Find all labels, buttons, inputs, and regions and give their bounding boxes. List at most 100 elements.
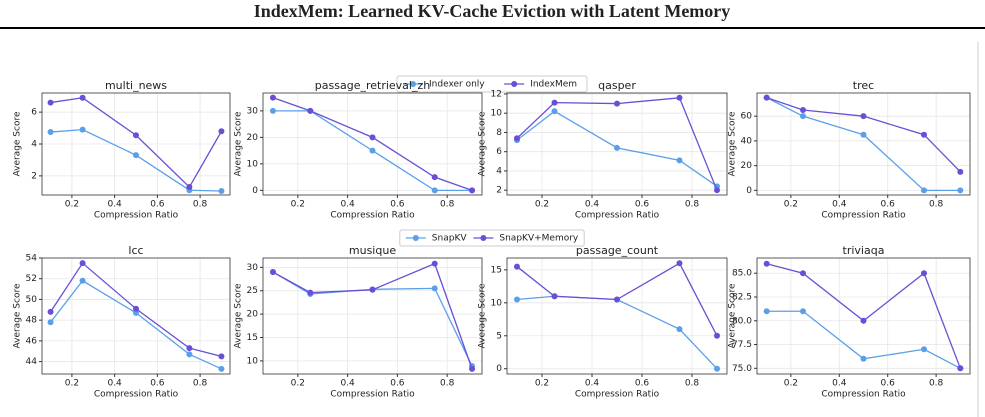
x-tick-label: 0.4 [107, 200, 122, 210]
y-tick-label: 25 [247, 286, 258, 296]
data-point [47, 99, 54, 106]
x-tick-label: 0.4 [585, 200, 600, 210]
data-point [551, 99, 558, 106]
plot-title: qasper [598, 79, 636, 92]
data-point [551, 108, 558, 115]
x-tick-label: 0.2 [291, 200, 305, 210]
plot-frame [506, 257, 728, 375]
data-point [614, 144, 620, 151]
data-point [957, 168, 964, 175]
data-point [133, 305, 139, 312]
y-tick-label: 46 [26, 336, 38, 346]
legend-label: Indexer only [429, 80, 485, 90]
x-tick-label: 0.4 [832, 379, 847, 389]
x-axis-label: Compression Ratio [94, 390, 179, 400]
x-tick-label: 0.8 [193, 200, 208, 210]
y-axis-label: Average Score [728, 283, 738, 348]
data-point [921, 131, 928, 138]
data-point [614, 296, 620, 303]
data-point [799, 308, 806, 315]
x-tick-label: 0.6 [635, 200, 650, 210]
y-axis-label: Average Score [13, 283, 23, 348]
x-axis-label: Compression Ratio [821, 211, 906, 221]
x-tick-label: 0.4 [340, 200, 355, 210]
x-tick-label: 0.8 [685, 200, 700, 210]
y-tick-label: 52 [26, 274, 37, 284]
y-tick-label: 4 [31, 140, 37, 150]
legend-box [396, 75, 588, 93]
plot-title: trec [853, 79, 874, 92]
x-tick-label: 0.6 [150, 200, 165, 210]
x-tick-label: 0.2 [65, 200, 79, 210]
y-tick-label: 44 [26, 357, 38, 367]
x-tick-label: 0.6 [881, 379, 896, 389]
data-point [860, 113, 867, 120]
plot-frame [262, 92, 483, 196]
data-point [186, 345, 193, 352]
y-tick-label: 0 [252, 186, 258, 196]
data-point [763, 308, 770, 315]
data-point [431, 285, 438, 292]
data-point [763, 260, 770, 267]
x-tick-label: 0.4 [585, 379, 600, 389]
y-tick-label: 50 [26, 295, 38, 305]
data-point [676, 157, 683, 164]
data-point [269, 269, 276, 276]
x-tick-label: 0.4 [107, 379, 122, 389]
legend-label: SnapKV+Memory [499, 234, 579, 244]
y-tick-label: 85.0 [732, 269, 752, 279]
y-tick-label: 0 [496, 364, 502, 374]
y-tick-label: 30 [247, 106, 259, 116]
data-point [133, 309, 139, 316]
x-tick-label: 0.8 [685, 379, 700, 389]
y-tick-label: 10 [491, 109, 503, 119]
x-tick-label: 0.4 [832, 200, 847, 210]
y-tick-label: 6 [496, 147, 502, 157]
series-line [50, 97, 223, 189]
data-point [957, 365, 964, 372]
data-point [218, 188, 225, 195]
y-tick-label: 5 [496, 331, 502, 341]
y-tick-label: 20 [247, 133, 259, 143]
plot-title: triviaqa [843, 244, 885, 257]
data-point [307, 289, 314, 296]
data-point [714, 365, 720, 372]
y-axis-label: Average Score [478, 283, 488, 348]
y-axis-label: Average Score [234, 111, 244, 176]
data-point [799, 107, 806, 113]
data-point [218, 353, 225, 360]
x-tick-label: 0.4 [340, 379, 355, 389]
data-point [957, 187, 964, 194]
x-tick-label: 0.8 [929, 200, 944, 210]
data-point [133, 132, 139, 139]
data-point [614, 100, 620, 107]
y-tick-label: 10 [247, 159, 259, 169]
data-point [307, 107, 314, 114]
data-point [369, 134, 376, 141]
data-point [369, 286, 376, 293]
x-tick-label: 0.2 [784, 200, 798, 210]
y-tick-label: 6 [31, 108, 37, 118]
data-point [860, 317, 867, 324]
y-axis-label: Average Score [728, 111, 738, 176]
data-point [79, 277, 86, 284]
series-line [50, 128, 222, 192]
data-point [431, 187, 438, 194]
y-tick-label: 82.5 [732, 292, 752, 302]
data-point [921, 346, 928, 353]
y-axis-label: Average Score [478, 111, 488, 176]
plot-frame [262, 257, 483, 375]
data-point [921, 270, 928, 277]
plot-title: musique [349, 244, 396, 257]
x-tick-label: 0.8 [440, 379, 455, 389]
y-axis-label: Average Score [13, 111, 23, 176]
y-tick-label: 48 [26, 316, 38, 326]
x-tick-label: 0.8 [929, 379, 944, 389]
y-tick-label: 40 [741, 136, 753, 146]
data-point [79, 94, 86, 101]
data-point [676, 326, 683, 333]
data-point [799, 270, 806, 277]
data-point [714, 332, 720, 339]
x-tick-label: 0.2 [535, 200, 549, 210]
legend-label: IndexMem [530, 80, 577, 90]
